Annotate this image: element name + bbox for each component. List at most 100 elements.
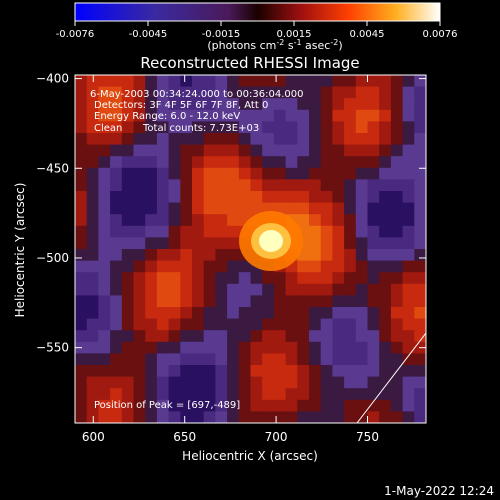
heatmap-cell [156,109,170,122]
heatmap-cell [273,167,287,180]
heatmap-cell [86,249,99,262]
heatmap-cell [145,75,158,88]
x-axis-label: Heliocentric X (arcsec) [182,449,318,463]
heatmap-cell [121,307,135,320]
heatmap-cell [192,156,205,169]
heatmap-cell [98,225,111,238]
heatmap-cell [332,75,345,88]
heatmap-cell [180,318,193,331]
heatmap-cell [168,156,181,169]
solar-limb-line [356,332,426,423]
heatmap-cell [262,179,275,192]
heatmap-cell [98,156,111,169]
heatmap-cell [309,202,322,215]
heatmap-cell [156,307,170,320]
heatmap-cell [145,283,158,296]
heatmap-cell [344,133,357,146]
heatmap-cell [262,376,275,389]
heatmap-cell [332,318,345,331]
heatmap-cell [250,167,263,180]
heatmap-cell [192,214,205,227]
heatmap-cell [250,330,263,343]
heatmap-cell [414,330,426,343]
heatmap-cell [238,295,252,308]
heatmap-cell [309,237,322,250]
heatmap-cell [332,260,345,273]
heatmap-cell [110,411,123,423]
heatmap-cell [98,86,111,99]
heatmap-cell [320,214,333,227]
heatmap-cell [414,307,426,320]
heatmap-cell [86,399,99,412]
heatmap-cell [250,121,263,134]
heatmap-cell [203,399,216,412]
heatmap-cell [297,411,310,423]
heatmap-cell [390,167,404,180]
heatmap-cell [156,249,170,262]
heatmap-cell [75,86,88,99]
heatmap-cell [75,179,88,192]
heatmap-cell [133,307,146,320]
heatmap-cell [121,144,135,157]
heatmap-cell [250,86,263,99]
heatmap-cell [390,237,404,250]
heatmap-cell [344,202,357,215]
y-tick-label: −550 [36,341,69,355]
y-tick-label: −450 [36,161,69,175]
heatmap-cell [297,330,310,343]
heatmap-cell [98,411,111,423]
heatmap-cell [215,156,228,169]
heatmap-cell [110,399,123,412]
heatmap-cell [180,144,193,157]
heatmap-cell [75,121,88,134]
heatmap-cell [168,318,181,331]
heatmap-cell [145,191,158,204]
heatmap-cell [285,283,298,296]
heatmap-cell [75,330,88,343]
heatmap-cell [180,191,193,204]
heatmap-cell [98,98,111,111]
heatmap-cell [273,109,287,122]
heatmap-cell [285,202,298,215]
heatmap-cell [192,283,205,296]
heatmap-cell [203,179,216,192]
heatmap-cell [402,156,415,169]
heatmap-cell [367,388,380,401]
heatmap-cell [168,341,181,354]
heatmap-cell [203,376,216,389]
heatmap-cell [273,318,287,331]
heatmap-cell [227,225,240,238]
heatmap-cell [75,225,88,238]
heatmap-cell [203,272,216,285]
heatmap-cell [367,341,380,354]
heatmap-cell [86,86,99,99]
heatmap-cell [238,75,252,88]
heatmap-cell [133,260,146,273]
colorbar-tick-label: 0.0045 [350,29,385,40]
heatmap-cell [309,295,322,308]
heatmap-cell [238,121,252,134]
heatmap-cell [192,307,205,320]
flare-core [259,230,283,252]
y-axis-label: Heliocentric Y (arcsec) [13,183,27,318]
heatmap-cell [75,156,88,169]
heatmap-cell [110,167,123,180]
heatmap-cell [168,179,181,192]
heatmap-cell [297,156,310,169]
heatmap-cell [332,237,345,250]
heatmap-cell [344,156,357,169]
heatmap-cell [344,191,357,204]
heatmap-cell [402,167,415,180]
heatmap-cell [332,341,345,354]
heatmap-cell [332,121,345,134]
heatmap-cell [297,318,310,331]
heatmap-cell [110,133,123,146]
heatmap-cell [145,365,158,378]
heatmap-cell [121,365,135,378]
heatmap-cell [390,179,404,192]
heatmap-cell [192,179,205,192]
colorbar-tick-label: -0.0076 [56,29,95,40]
heatmap-cell [192,411,205,423]
heatmap-cell [250,133,263,146]
heatmap-cell [355,330,369,343]
